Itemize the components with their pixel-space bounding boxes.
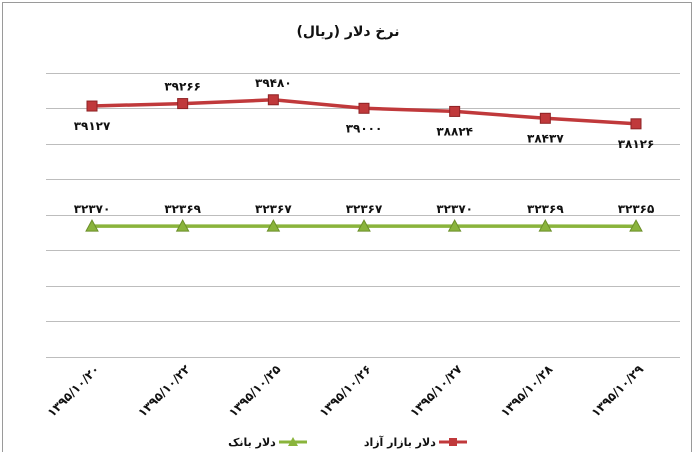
- point-s1-0: [85, 219, 99, 232]
- data-label-s1-2: ۳۲۳۶۷: [255, 202, 292, 216]
- point-s1-2: [266, 219, 281, 232]
- line-chart: ۳۹۱۲۷ ۳۹۲۶۶ ۳۹۴۸۰ ۳۹۰۰۰ ۳۸۸۲۴ ۳۸۴۳۷ ۳۸۱۲۶ ۳۲۳۷۰…: [45, 73, 680, 420]
- point-s1-6: [629, 219, 643, 232]
- data-label-s1-1: ۳۲۳۶۹: [164, 202, 201, 216]
- data-label-s1-4: ۳۲۳۷۰: [436, 202, 473, 216]
- point-s1-3: [357, 219, 371, 232]
- data-labels: ۳۹۱۲۷ ۳۹۲۶۶ ۳۹۴۸۰ ۳۹۰۰۰ ۳۸۸۲۴ ۳۸۴۳۷ ۳۸۱۲۶ ۳۲۳۷۰…: [74, 76, 655, 216]
- data-label-s1-6: ۳۲۳۶۵: [618, 202, 655, 216]
- legend: دلار بازار آزاد دلار بانک: [0, 433, 696, 451]
- point-s0-5: [539, 112, 551, 124]
- x-tick-label-2: ۱۳۹۵/۱۰/۲۵: [226, 362, 284, 420]
- legend-item-bank: دلار بانک: [228, 436, 308, 449]
- x-tick-label-6: ۱۳۹۵/۱۰/۲۹: [589, 362, 647, 420]
- point-s0-4: [449, 105, 461, 117]
- x-axis-ticks: ۱۳۹۵/۱۰/۲۰ ۱۳۹۵/۱۰/۲۲ ۱۳۹۵/۱۰/۲۵ ۱۳۹۵/۱۰/۲۶…: [45, 362, 647, 420]
- data-label-s1-5: ۳۲۳۶۹: [527, 202, 564, 216]
- data-label-s1-0: ۳۲۳۷۰: [74, 202, 111, 216]
- data-label-s0-3: ۳۹۰۰۰: [346, 121, 383, 135]
- data-label-s0-1: ۳۹۲۶۶: [164, 80, 201, 94]
- point-s0-6: [630, 118, 642, 130]
- data-label-s0-0: ۳۹۱۲۷: [74, 119, 111, 133]
- data-label-s0-5: ۳۸۴۳۷: [527, 131, 564, 145]
- data-label-s1-3: ۳۲۳۶۷: [346, 202, 383, 216]
- legend-item-free-market: دلار بازار آزاد: [364, 436, 468, 449]
- point-s1-1: [175, 219, 190, 232]
- x-tick-label-4: ۱۳۹۵/۱۰/۲۷: [407, 362, 465, 420]
- x-tick-label-3: ۱۳۹۵/۱۰/۲۶: [317, 362, 375, 420]
- x-tick-label-5: ۱۳۹۵/۱۰/۲۸: [498, 362, 556, 420]
- legend-square-marker-icon: [438, 438, 467, 446]
- point-s1-4: [447, 219, 462, 232]
- data-label-s0-4: ۳۸۸۲۴: [436, 124, 473, 138]
- point-s0-0: [86, 100, 98, 112]
- chart-title: نرخ دلار (ریال): [296, 24, 400, 40]
- point-s0-2: [267, 94, 279, 106]
- point-s0-3: [358, 102, 370, 114]
- point-s0-1: [177, 98, 189, 110]
- x-tick-label-1: ۱۳۹۵/۱۰/۲۲: [135, 362, 193, 420]
- legend-label-bank: دلار بانک: [228, 435, 276, 449]
- legend-label-free-market: دلار بازار آزاد: [363, 435, 436, 449]
- data-label-s0-6: ۳۸۱۲۶: [618, 137, 655, 151]
- legend-triangle-marker-icon: [278, 437, 307, 446]
- x-tick-label-0: ۱۳۹۵/۱۰/۲۰: [45, 362, 103, 420]
- point-s1-5: [538, 219, 553, 232]
- data-label-s0-2: ۳۹۴۸۰: [255, 76, 292, 90]
- series-layer: [85, 94, 643, 232]
